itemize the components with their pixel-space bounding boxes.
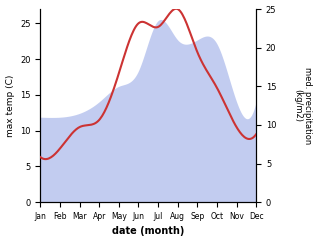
Y-axis label: med. precipitation
(kg/m2): med. precipitation (kg/m2) [293,67,313,144]
X-axis label: date (month): date (month) [112,227,184,236]
Y-axis label: max temp (C): max temp (C) [5,75,15,137]
